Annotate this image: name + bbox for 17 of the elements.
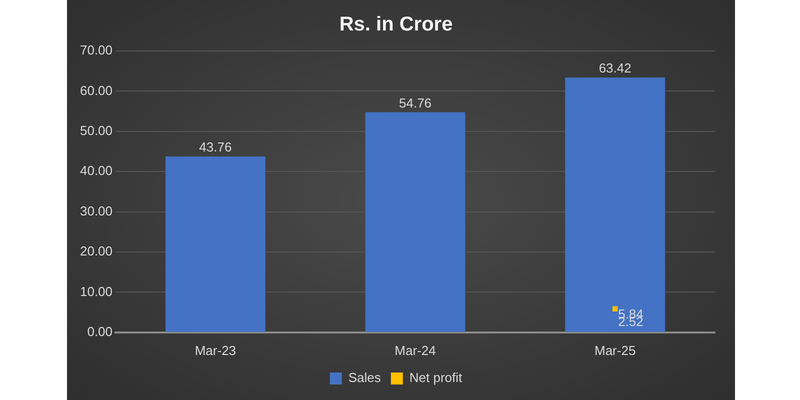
y-tick-label: 70.00 [80, 42, 113, 58]
y-tick-label: 40.00 [80, 163, 113, 178]
legend-label: Net profit [409, 370, 463, 386]
y-tick-label: 0.00 [87, 324, 113, 339]
y-tick-label: 20.00 [80, 244, 113, 259]
y-tick-label: 30.00 [80, 203, 113, 218]
x-tick-label: Mar-23 [194, 342, 236, 358]
data-label: 54.76 [398, 95, 432, 110]
y-tick-label: 10.00 [80, 284, 113, 299]
y-tick-label: 60.00 [80, 82, 113, 98]
x-tick-label: Mar-25 [594, 342, 636, 358]
data-label: 63.42 [598, 60, 632, 76]
y-tick-label: 50.00 [80, 122, 113, 138]
legend-label: Sales [348, 370, 382, 386]
chart-title: Rs. in Crore [339, 14, 453, 36]
data-label: 43.76 [199, 140, 232, 155]
x-tick-label: Mar-24 [394, 342, 436, 358]
